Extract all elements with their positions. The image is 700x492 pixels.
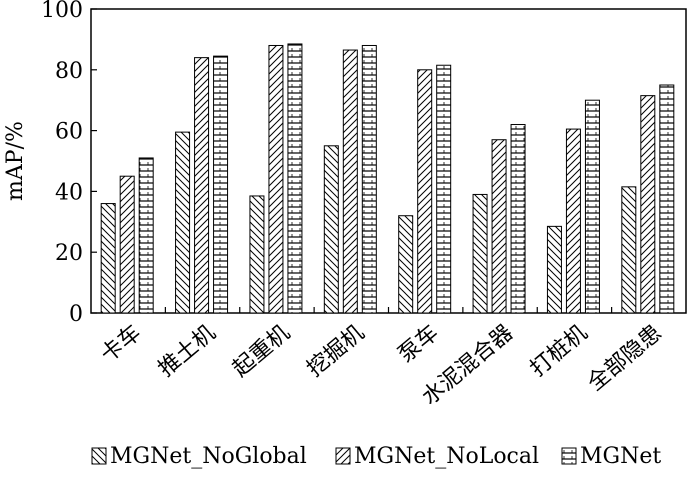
legend-swatch-MGNet_NoGlobal — [91, 447, 107, 465]
x-category-label: 打桩机 — [526, 320, 593, 382]
y-tick-label: 0 — [69, 302, 83, 327]
bar-MGNet_NoGlobal-6 — [546, 225, 562, 314]
bar-MGNet-5 — [510, 124, 526, 314]
bar-MGNet_NoGlobal-2 — [249, 195, 265, 314]
legend-swatch-MGNet — [561, 447, 577, 465]
legend-swatch-MGNet_NoLocal — [335, 447, 351, 465]
bar-MGNet-2 — [287, 43, 303, 314]
bar-MGNet_NoLocal-3 — [342, 49, 358, 314]
bar-MGNet_NoGlobal-1 — [175, 131, 191, 314]
bar-MGNet_NoGlobal-7 — [621, 186, 637, 314]
bar-MGNet_NoLocal-7 — [640, 95, 656, 314]
bar-MGNet_NoLocal-0 — [119, 175, 135, 314]
y-tick-label: 80 — [55, 59, 83, 84]
bar-MGNet_NoGlobal-4 — [398, 215, 414, 314]
y-tick-label: 40 — [55, 180, 83, 205]
x-category-label: 卡车 — [96, 320, 146, 367]
bar-MGNet_NoGlobal-0 — [100, 203, 116, 314]
bar-MGNet-0 — [138, 157, 154, 314]
bars-group — [100, 43, 675, 314]
bar-MGNet-4 — [436, 64, 452, 314]
legend-label-MGNet: MGNet — [580, 444, 661, 469]
bar-MGNet_NoLocal-2 — [268, 44, 284, 314]
bar-MGNet_NoLocal-5 — [491, 139, 507, 314]
x-category-label: 泵车 — [394, 320, 444, 367]
y-tick-label: 100 — [41, 0, 83, 23]
bar-MGNet_NoGlobal-3 — [323, 145, 339, 314]
legend: MGNet_NoGlobal MGNet_NoLocal MGNet — [91, 444, 661, 469]
x-category-label: 起重机 — [228, 320, 295, 382]
x-category-label: 全部隐患 — [583, 320, 666, 396]
bar-MGNet-7 — [659, 84, 675, 314]
bar-MGNet_NoGlobal-5 — [472, 193, 488, 314]
bar-MGNet-6 — [584, 99, 600, 314]
legend-label-MGNet_NoLocal: MGNet_NoLocal — [354, 444, 539, 469]
bar-MGNet-1 — [213, 55, 229, 314]
bar-MGNet-3 — [361, 44, 377, 314]
y-axis: 0 20 40 60 80 100 — [41, 0, 97, 327]
x-category-label: 挖掘机 — [303, 320, 370, 382]
y-axis-title: mAP/% — [3, 121, 28, 201]
bar-MGNet_NoLocal-4 — [417, 69, 433, 314]
y-tick-label: 60 — [55, 120, 83, 145]
bar-MGNet_NoLocal-1 — [194, 57, 210, 314]
legend-label-MGNet_NoGlobal: MGNet_NoGlobal — [110, 444, 307, 469]
bar-MGNet_NoLocal-6 — [565, 128, 581, 314]
y-tick-label: 20 — [55, 241, 83, 266]
x-category-label: 推土机 — [154, 320, 221, 382]
